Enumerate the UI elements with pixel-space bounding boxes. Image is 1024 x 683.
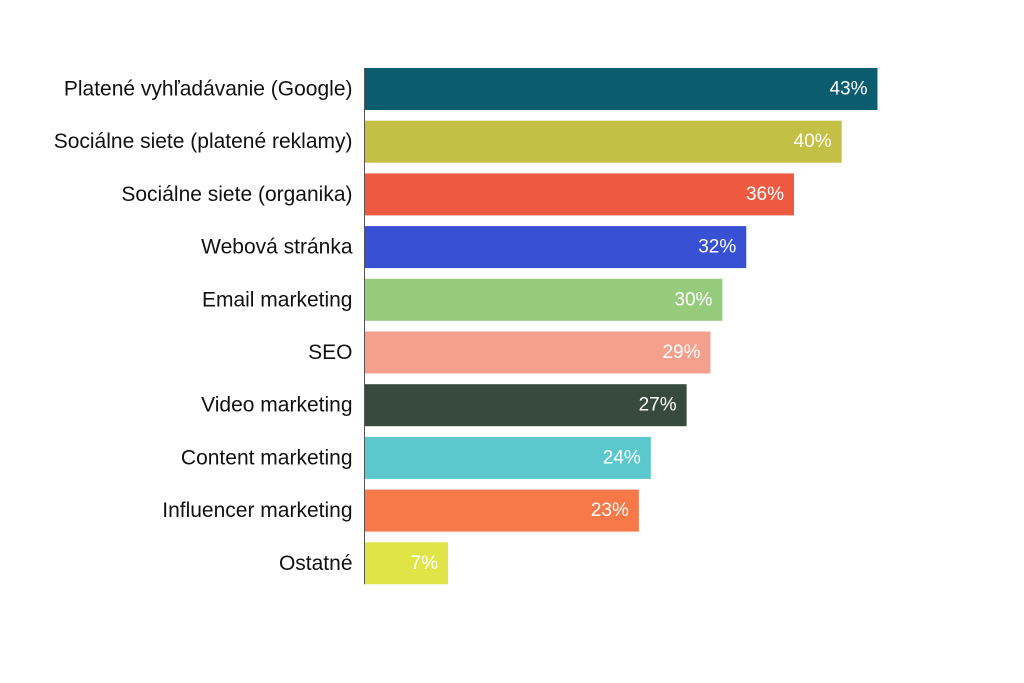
bar [364, 278, 723, 321]
category-label: Platené vyhľadávanie (Google) [64, 78, 353, 101]
category-label: SEO [308, 341, 352, 364]
value-label: 27% [639, 395, 677, 416]
bar [364, 489, 639, 532]
value-label: 32% [698, 237, 736, 258]
value-label: 43% [829, 79, 867, 100]
bar [364, 120, 842, 163]
value-label: 23% [591, 500, 629, 521]
bar [364, 68, 878, 110]
bar [364, 436, 651, 479]
category-label: Ostatné [279, 552, 353, 575]
bars-layer [364, 68, 878, 585]
value-label: 40% [794, 131, 832, 152]
value-labels-layer: 43% 40% 36% 32% 30% 29% 27% 24% 23% 7% [411, 79, 868, 574]
category-label: Video marketing [201, 394, 352, 417]
value-label: 24% [603, 447, 641, 468]
value-label: 7% [411, 553, 439, 574]
category-label: Sociálne siete (platené reklamy) [54, 130, 353, 153]
bar [364, 173, 794, 216]
category-label: Sociálne siete (organika) [121, 183, 352, 206]
category-label: Webová stránka [201, 236, 353, 259]
bar [364, 542, 449, 585]
bar [364, 331, 711, 374]
category-label: Content marketing [181, 446, 353, 469]
category-label: Influencer marketing [162, 499, 352, 522]
value-label: 30% [674, 289, 712, 310]
bar [364, 226, 747, 269]
category-label: Email marketing [202, 288, 353, 311]
bar [364, 384, 687, 427]
value-label: 29% [662, 342, 700, 363]
value-label: 36% [746, 184, 784, 205]
category-labels-layer: Platené vyhľadávanie (Google) Sociálne si… [54, 78, 353, 575]
